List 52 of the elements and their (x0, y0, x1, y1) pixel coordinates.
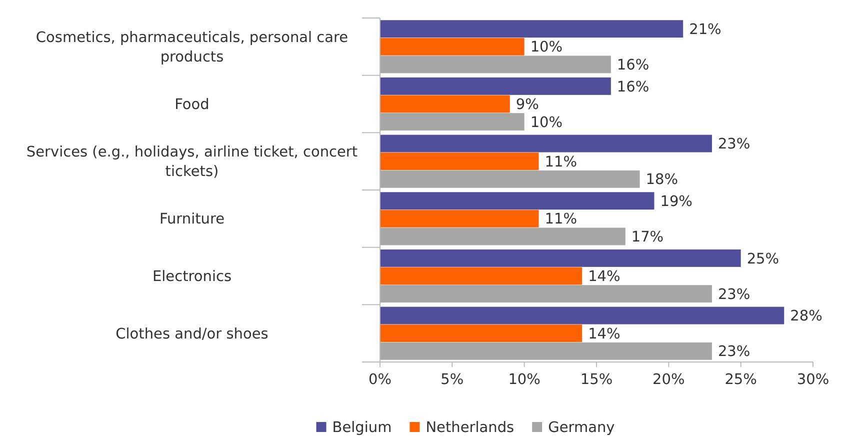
bar (380, 342, 712, 360)
bar (380, 38, 524, 56)
legend-label: Netherlands (426, 420, 514, 436)
data-label: 28% (790, 308, 822, 325)
data-label: 19% (660, 194, 692, 210)
x-tick-label: 30% (796, 372, 830, 388)
data-label: 17% (631, 230, 664, 246)
legend-label: Germany (548, 420, 616, 436)
bar (380, 228, 626, 246)
x-tick-label: 15% (580, 372, 613, 388)
bar (380, 192, 654, 210)
x-tick-label: 20% (652, 372, 685, 388)
data-label: 11% (544, 212, 577, 228)
bar (380, 249, 741, 267)
y-tick-label: Furniture (159, 212, 225, 228)
bar (380, 152, 539, 170)
bar (380, 210, 539, 228)
data-label: 14% (588, 326, 620, 342)
y-tick-label: Food (174, 97, 210, 114)
y-tick-label: Clothes and/or shoes (116, 326, 268, 342)
data-label: 23% (718, 286, 750, 303)
x-tick-label: 5% (440, 372, 464, 388)
data-label: 23% (718, 344, 750, 360)
data-label: 10% (530, 40, 563, 56)
bar (380, 134, 712, 152)
x-tick-label: 0% (368, 372, 392, 388)
bar (380, 170, 640, 188)
bar (380, 113, 524, 131)
data-label: 16% (616, 79, 650, 96)
y-tick-label: Cosmetics, pharmaceuticals, personal care products (36, 30, 348, 66)
data-label: 25% (746, 251, 780, 268)
data-label: 14% (588, 269, 620, 286)
y-tick-label: Services (e.g., holidays, airline ticket, concert tickets) (26, 144, 358, 180)
bar (380, 306, 784, 324)
data-label: 11% (544, 154, 577, 170)
data-label: 21% (689, 22, 722, 38)
data-label: 16% (616, 58, 650, 74)
bar (380, 56, 611, 74)
x-tick-label: 10% (508, 372, 540, 388)
legend-label: Belgium (332, 420, 392, 436)
data-label: 10% (530, 114, 563, 131)
bar (380, 324, 582, 342)
bar (380, 267, 582, 285)
bar (380, 77, 611, 95)
y-tick-label: Electronics (152, 269, 232, 286)
x-tick-label: 25% (724, 372, 757, 388)
bar (380, 20, 684, 38)
data-label: 23% (718, 136, 750, 153)
bar (380, 285, 712, 303)
bar (380, 95, 510, 113)
data-label: 9% (516, 97, 539, 114)
data-label: 18% (646, 172, 678, 188)
